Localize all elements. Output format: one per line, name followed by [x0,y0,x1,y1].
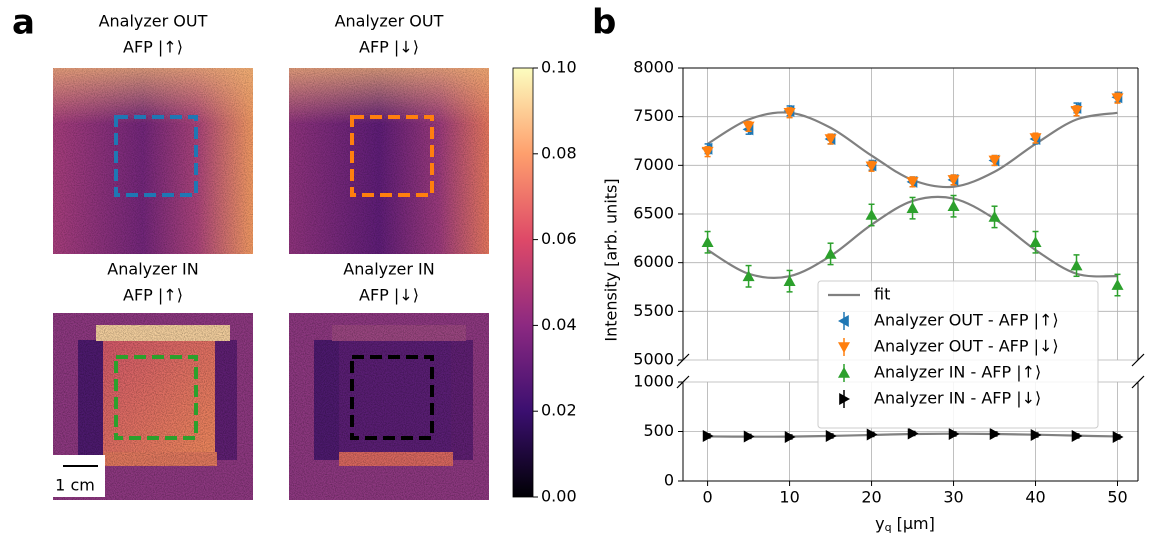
image-title: Analyzer IN [107,260,198,279]
x-tick-label: 50 [1107,488,1127,507]
colorbar-tick-label: 0.10 [541,58,577,77]
marker [1111,93,1124,105]
fit-line [707,111,1118,189]
y-tick-label: 8000 [633,58,674,77]
image-title: AFP |↓⟩ [359,38,419,57]
legend-swatch [839,393,850,405]
colorbar-tick-label: 0.08 [541,143,577,162]
marker [1029,133,1042,145]
y-tick-label: 6500 [633,204,674,223]
axis-break [1131,353,1145,367]
marker [701,236,714,248]
marker [1030,428,1042,441]
y-tick-label: 500 [643,421,674,440]
legend-label: Analyzer OUT - AFP |↓⟩ [874,337,1059,356]
marker [742,270,755,282]
marker [784,430,796,443]
marker [783,275,796,286]
panel-label: a [12,3,35,43]
legend-swatch [838,367,850,378]
marker [947,200,960,212]
marker [906,202,919,213]
axis-break [1131,375,1145,389]
marker [948,427,960,440]
marker [988,210,1001,222]
marker [988,155,1001,167]
legend-label: Analyzer IN - AFP |↓⟩ [874,389,1041,408]
image-title: AFP |↓⟩ [359,286,419,305]
marker [825,429,837,442]
x-tick-label: 20 [861,488,881,507]
colorbar-tick-label: 0.00 [541,487,577,506]
x-tick-label: 40 [1025,488,1045,507]
y-tick-label: 7500 [633,106,674,125]
x-axis-label-part: [μm] [892,514,935,533]
marker [742,121,755,133]
marker [783,107,796,119]
legend-label: fit [874,285,890,304]
marker [947,175,960,186]
y-tick-label: 0 [664,471,674,490]
marker [1111,279,1124,290]
marker [1071,429,1083,442]
x-axis-label-part: y [875,514,884,533]
image-title: Analyzer OUT [99,12,208,31]
marker [701,146,714,158]
marker [906,177,919,188]
colorbar-tick-label: 0.04 [541,315,577,334]
legend-label: Analyzer OUT - AFP |↑⟩ [874,311,1059,330]
marker [865,208,878,220]
image-title: AFP |↑⟩ [123,38,183,57]
x-axis-label-part: q [885,521,892,534]
y-axis-label: Intensity [arb. units] [602,178,621,341]
legend-label: Analyzer IN - AFP |↑⟩ [874,363,1041,382]
x-tick-label: 0 [703,488,713,507]
marker [1070,259,1083,271]
scale-bar-label: 1 cm [55,476,95,495]
colorbar-tick-label: 0.06 [541,229,577,248]
axis-break [676,353,690,367]
legend-swatch [838,342,850,353]
marker [1112,430,1124,443]
image-1 [53,68,253,254]
legend-box [817,280,1099,429]
panel-label: b [592,3,616,43]
marker [743,430,755,443]
y-tick-label: 1000 [633,372,674,391]
marker [1029,236,1042,248]
y-tick-label: 5500 [633,301,674,320]
y-tick-label: 5000 [633,350,674,369]
marker [866,428,878,441]
x-tick-label: 10 [779,488,799,507]
legend-swatch [838,315,849,327]
x-tick-label: 30 [943,488,963,507]
y-tick-label: 6000 [633,252,674,271]
y-tick-label: 7000 [633,155,674,174]
marker [865,161,878,173]
image-title: Analyzer OUT [335,12,444,31]
scale-bar: 1 cm [45,455,105,497]
image-title: AFP |↑⟩ [123,286,183,305]
colorbar [512,67,534,498]
marker [824,247,837,259]
colorbar-tick-label: 0.02 [541,401,577,420]
marker [702,429,714,442]
image-2 [289,68,489,254]
image-title: Analyzer IN [343,260,434,279]
x-axis-label: yq [μm] [875,514,935,535]
axis-break [676,375,690,389]
marker [989,427,1001,440]
marker [907,427,919,440]
marker [1070,106,1083,117]
image-4 [289,313,489,500]
marker [824,134,837,146]
